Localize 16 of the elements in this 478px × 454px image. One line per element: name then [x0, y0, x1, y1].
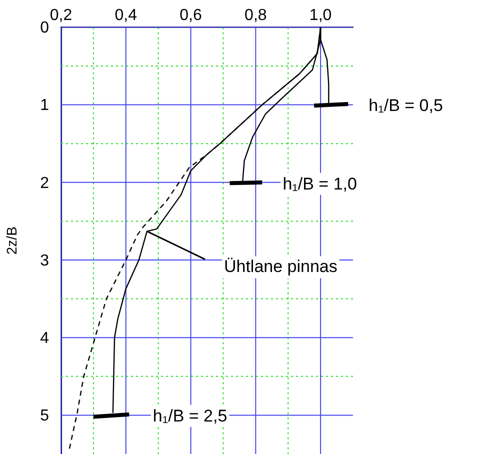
y-tick-label: 4 [40, 330, 50, 348]
text: h₁/B = 0,5 [368, 96, 443, 116]
text: h₁/B = 1,0 [282, 174, 357, 194]
x-tick-label: 0,6 [180, 7, 202, 24]
x-tick-label: 0,8 [244, 7, 267, 24]
y-tick-label: 2 [40, 174, 50, 192]
text: h₁/B = 2,5 [152, 406, 228, 426]
y-tick-label: 0 [40, 20, 50, 37]
y-tick-label: 3 [40, 252, 50, 270]
annotation: Ühtlane pinnas [224, 256, 338, 276]
y-tick-label: 5 [40, 408, 50, 425]
y-tick-label: 1 [40, 97, 50, 114]
y-axis-title: 2z/B [3, 226, 20, 255]
x-tick-label: 1,0 [309, 7, 332, 24]
x-tick-label: 0,2 [50, 7, 72, 24]
x-tick-label: 0,4 [114, 7, 138, 24]
